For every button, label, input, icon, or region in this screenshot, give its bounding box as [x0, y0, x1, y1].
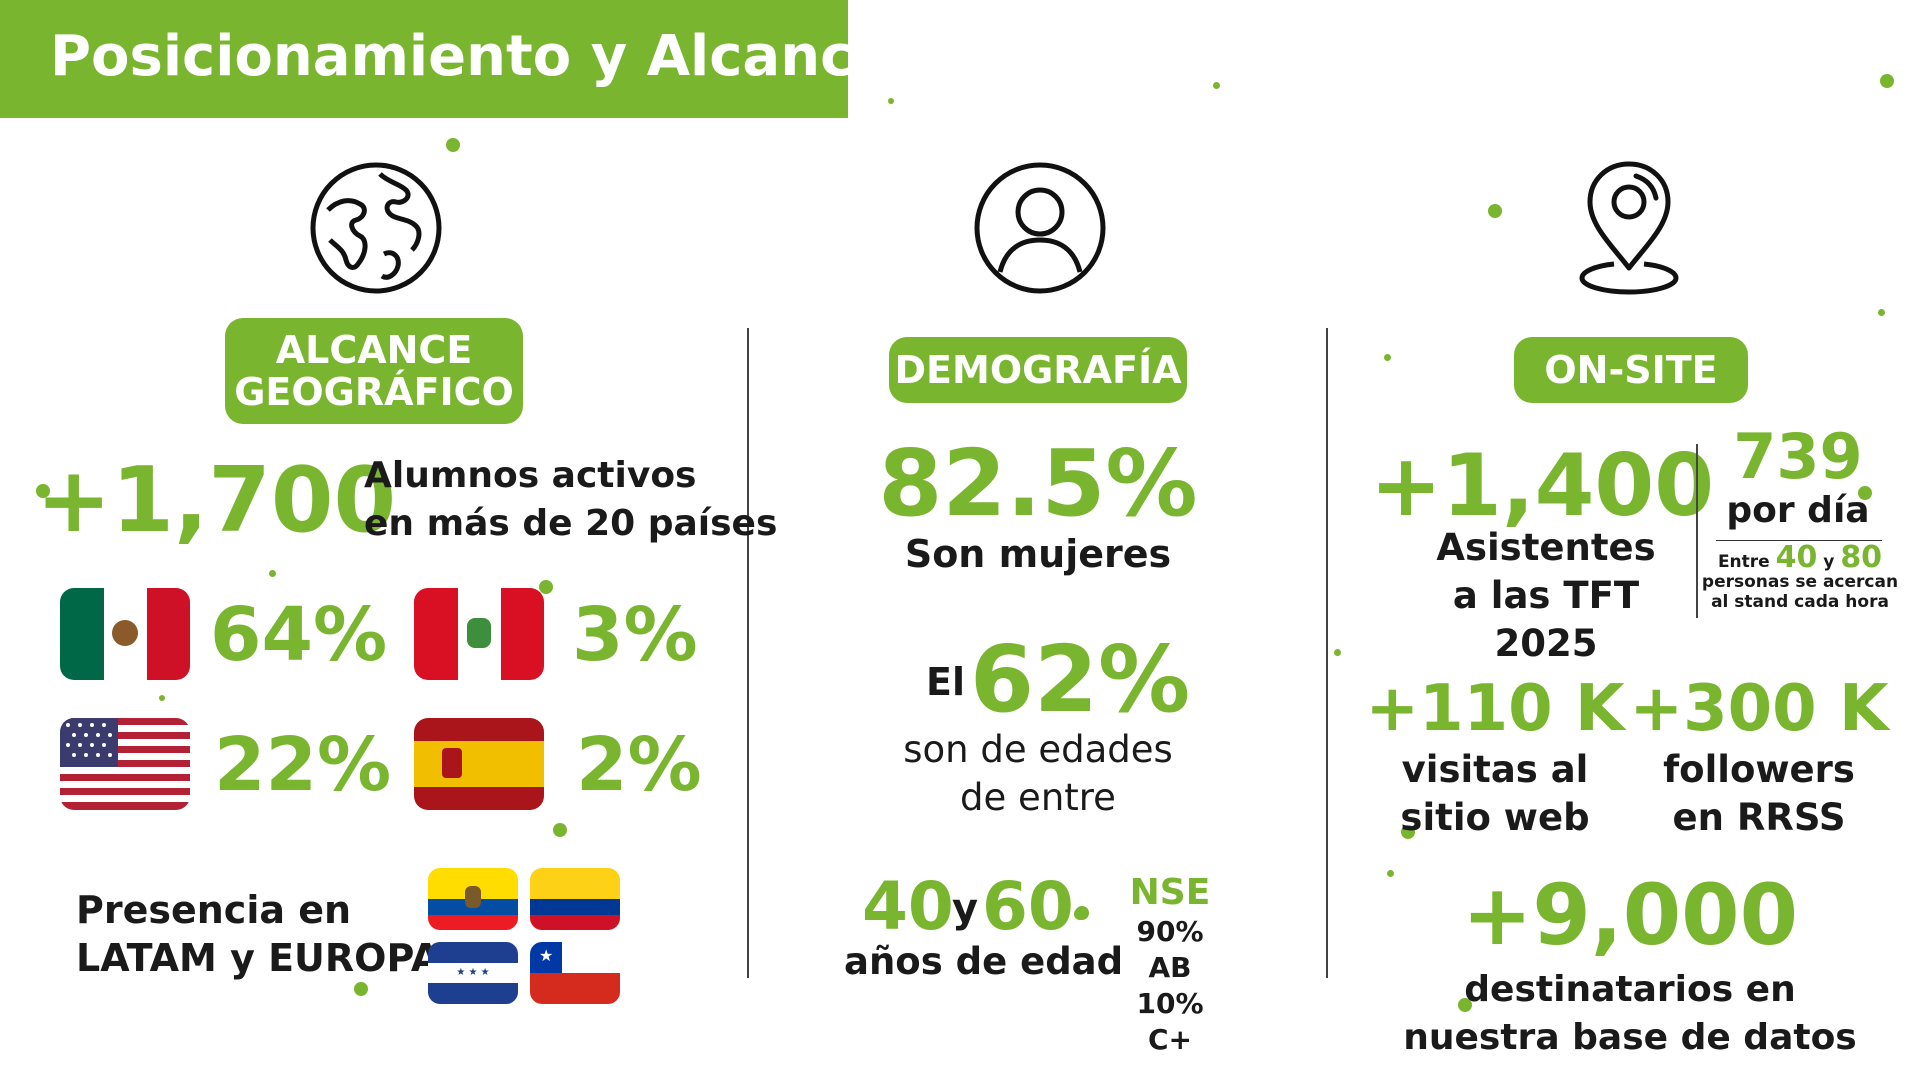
onsite-category-pill: ON-SITE	[1514, 337, 1748, 403]
stand-rate-min: 40	[1775, 540, 1818, 575]
students-desc-line: en más de 20 países	[364, 503, 778, 544]
database-count: +9,000	[1461, 866, 1799, 964]
decor-dot	[1858, 486, 1872, 500]
decor-dot	[553, 823, 567, 837]
decor-dot	[1384, 354, 1391, 361]
web-visits-line: sitio web	[1400, 796, 1590, 839]
decor-dot	[1213, 82, 1220, 89]
students-desc-line: Alumnos activos	[364, 455, 697, 496]
students-desc: Alumnos activos en más de 20 países	[364, 452, 777, 548]
presence-line: Presencia en	[76, 888, 352, 932]
stand-rate-max: 80	[1840, 540, 1883, 575]
stand-rate-y: y	[1823, 552, 1835, 572]
mexico-percent: 64%	[210, 592, 388, 678]
demo-category-pill: DEMOGRAFÍA	[889, 337, 1187, 403]
decor-dot	[1880, 74, 1894, 88]
decor-dot	[354, 982, 368, 996]
web-visits-count: +110 K	[1365, 672, 1625, 746]
per-day-rule	[1716, 540, 1882, 541]
database-line: destinatarios en	[1464, 969, 1796, 1010]
stand-rate-line: personas se acercan	[1701, 572, 1899, 592]
mexico-flag-icon	[60, 588, 190, 680]
stand-rate-pre: Entre	[1717, 552, 1770, 572]
nse-line: 90% AB	[1136, 915, 1204, 984]
students-count: +1,700	[36, 448, 397, 553]
age-label: años de edad	[844, 940, 1124, 983]
page-title: Posicionamiento y Alcance	[50, 24, 892, 89]
web-visits-label: visitas al sitio web	[1360, 746, 1630, 842]
stand-rate-line: al stand cada hora	[1711, 592, 1889, 612]
peru-percent: 3%	[572, 592, 698, 678]
age-desc-line: son de edades	[903, 728, 1173, 771]
women-label: Son mujeres	[904, 532, 1172, 576]
web-visits-line: visitas al	[1401, 748, 1589, 791]
geo-category-pill: ALCANCE GEOGRÁFICO	[225, 318, 523, 424]
decor-dot	[1878, 309, 1885, 316]
nse-title: NSE	[1129, 872, 1211, 913]
honduras-flag-icon: ★ ★ ★	[428, 942, 518, 1004]
decor-dot	[1387, 870, 1394, 877]
followers-line: en RRSS	[1672, 796, 1846, 839]
spain-flag-icon	[414, 718, 544, 810]
age-to: 60	[982, 868, 1074, 945]
attendees-label-line: a las TFT 2025	[1452, 574, 1640, 665]
peru-flag-icon	[414, 588, 544, 680]
age-y: y	[952, 886, 979, 932]
globe-icon	[310, 162, 442, 294]
attendees-count: +1,400	[1370, 436, 1715, 536]
decor-dot	[1488, 204, 1502, 218]
age-el-label: El	[926, 660, 965, 704]
chile-flag-icon: ★	[530, 942, 620, 1004]
decor-dot	[1401, 825, 1415, 839]
column-divider	[747, 328, 749, 978]
decor-dot	[36, 484, 50, 498]
usa-flag-icon	[60, 718, 190, 810]
presence-text: Presencia en LATAM y EUROPA	[76, 886, 440, 982]
stat-divider	[1696, 444, 1698, 618]
location-pin-icon	[1579, 161, 1679, 295]
nse-line: 10% C+	[1136, 987, 1204, 1056]
followers-line: followers	[1663, 748, 1855, 791]
column-divider	[1326, 328, 1328, 978]
decor-dot	[1074, 908, 1086, 920]
geo-pill-line: GEOGRÁFICO	[234, 370, 514, 414]
title-bar	[0, 0, 848, 118]
spain-percent: 2%	[576, 722, 702, 808]
nse-values: 90% AB 10% C+	[1112, 914, 1228, 1058]
usa-percent: 22%	[214, 722, 392, 808]
followers-label: followers en RRSS	[1624, 746, 1894, 842]
presence-line: LATAM y EUROPA	[76, 936, 441, 980]
per-day-number: 739	[1733, 420, 1863, 493]
attendees-label-line: Asistentes	[1436, 526, 1656, 569]
decor-dot	[1334, 649, 1341, 656]
user-icon	[974, 162, 1106, 294]
age-desc-line: de entre	[960, 776, 1116, 819]
database-label: destinatarios en nuestra base de datos	[1400, 966, 1860, 1062]
age-percent: 62%	[970, 626, 1191, 733]
women-percent: 82.5%	[878, 430, 1198, 537]
followers-count: +300 K	[1629, 672, 1889, 746]
decor-dot	[269, 570, 276, 577]
attendees-label: Asistentes a las TFT 2025	[1396, 524, 1696, 668]
decor-dot	[1458, 998, 1472, 1012]
decor-dot	[159, 695, 165, 701]
database-line: nuestra base de datos	[1403, 1017, 1857, 1058]
colombia-flag-icon	[530, 868, 620, 930]
geo-pill-line: ALCANCE	[275, 328, 473, 372]
decor-dot	[888, 98, 894, 104]
decor-dot	[446, 138, 460, 152]
stand-rate-text: Entre 40 y 80 personas se acercan al sta…	[1700, 543, 1900, 613]
ecuador-flag-icon	[428, 868, 518, 930]
per-day-label: por día	[1726, 490, 1870, 531]
age-desc: son de edades de entre	[838, 726, 1238, 822]
age-from: 40	[862, 868, 954, 945]
